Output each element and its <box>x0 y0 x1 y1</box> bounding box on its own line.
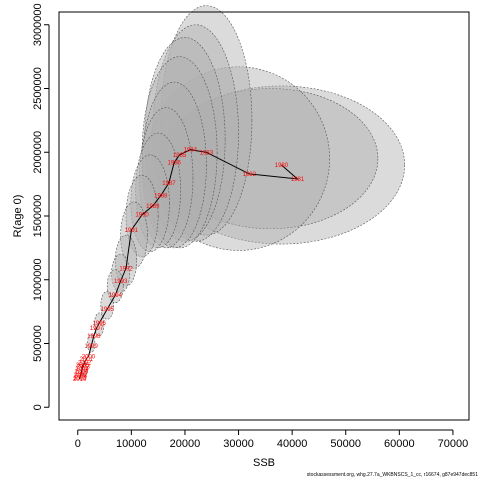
year-label-1980: 1980 <box>275 163 289 169</box>
uncertainty-ellipse-6 <box>141 56 218 249</box>
uncertainty-ellipse-16 <box>100 290 114 320</box>
y-tick-label-4: 2000000 <box>32 131 44 174</box>
uncertainty-ellipse-9 <box>135 132 181 249</box>
y-axis: 0 500000 1000000 1500000 2000000 2500000 30000… <box>32 3 50 410</box>
year-label-1987: 1987 <box>162 181 176 187</box>
ellipse-layer <box>81 5 405 377</box>
year-label-1996: 1996 <box>93 321 107 327</box>
year-label-2007: 2007 <box>74 372 88 378</box>
y-tick-label-0: 0 <box>32 404 44 410</box>
plot-frame <box>58 11 470 421</box>
uncertainty-ellipse-15 <box>106 269 124 303</box>
x-axis-label: SSB <box>253 457 275 469</box>
year-label-1982: 1982 <box>243 172 257 178</box>
uncertainty-ellipse-10 <box>130 154 170 253</box>
year-label-1997: 1997 <box>90 326 104 332</box>
y-tick-label-5: 2500000 <box>32 67 44 110</box>
x-tick-label-6: 60000 <box>384 438 415 450</box>
y-tick-label-1: 500000 <box>32 325 44 362</box>
year-label-2003: 2003 <box>76 364 90 370</box>
year-label-2006: 2006 <box>75 370 89 376</box>
y-tick-label-3: 1500000 <box>32 195 44 238</box>
trajectory-line <box>79 149 300 380</box>
year-label-1988: 1988 <box>154 194 168 200</box>
source-note: stockassessment.org, whg.27.7a_WKBNSCS_1… <box>306 472 478 478</box>
year-label-1984: 1984 <box>184 148 198 154</box>
x-tick-label-3: 30000 <box>223 438 254 450</box>
year-label-1995: 1995 <box>101 307 115 313</box>
year-label-2000: 2000 <box>82 354 96 360</box>
x-axis: 0 10000 20000 30000 40000 50000 60000 70000 <box>75 429 469 450</box>
uncertainty-ellipse-13 <box>114 234 138 287</box>
uncertainty-ellipse-12 <box>120 201 148 269</box>
uncertainty-ellipse-8 <box>139 107 194 249</box>
y-axis-label: R(age 0) <box>12 195 24 238</box>
year-label-2005: 2005 <box>76 363 90 369</box>
y-tick-label-2: 1000000 <box>32 258 44 301</box>
year-label-1993: 1993 <box>114 279 128 285</box>
y-tick-label-6: 3000000 <box>32 3 44 46</box>
year-label-1999: 1999 <box>84 344 98 350</box>
x-tick-label-2: 20000 <box>170 438 201 450</box>
uncertainty-ellipse-2 <box>147 66 330 251</box>
year-label-1985: 1985 <box>173 153 187 159</box>
year-label-2004: 2004 <box>75 367 89 373</box>
year-label-1986: 1986 <box>168 160 182 166</box>
year-label-2010: 2010 <box>73 377 87 383</box>
x-tick-label-1: 10000 <box>116 438 147 450</box>
year-label-1981: 1981 <box>291 177 305 183</box>
year-label-1990: 1990 <box>135 213 149 219</box>
year-label-1998: 1998 <box>87 334 101 340</box>
year-label-2008: 2008 <box>74 373 88 379</box>
year-label-1994: 1994 <box>109 293 123 299</box>
year-label-1989: 1989 <box>146 204 160 210</box>
year-label-1983: 1983 <box>200 150 214 156</box>
year-label-1991: 1991 <box>125 228 139 234</box>
year-label-2001: 2001 <box>80 357 94 363</box>
uncertainty-ellipse-11 <box>125 174 159 258</box>
trajectory-layer <box>79 149 300 380</box>
uncertainty-ellipse-14 <box>111 253 131 293</box>
year-label-1992: 1992 <box>119 266 133 272</box>
year-label-2009: 2009 <box>73 376 87 382</box>
x-tick-label-0: 0 <box>75 438 81 450</box>
uncertainty-ellipse-19 <box>81 361 88 377</box>
uncertainty-ellipse-3 <box>160 5 253 236</box>
x-tick-label-5: 50000 <box>330 438 361 450</box>
x-tick-label-4: 40000 <box>277 438 308 450</box>
uncertainty-ellipse-7 <box>141 81 207 249</box>
x-tick-label-7: 70000 <box>438 438 469 450</box>
year-label-2002: 2002 <box>78 361 92 367</box>
